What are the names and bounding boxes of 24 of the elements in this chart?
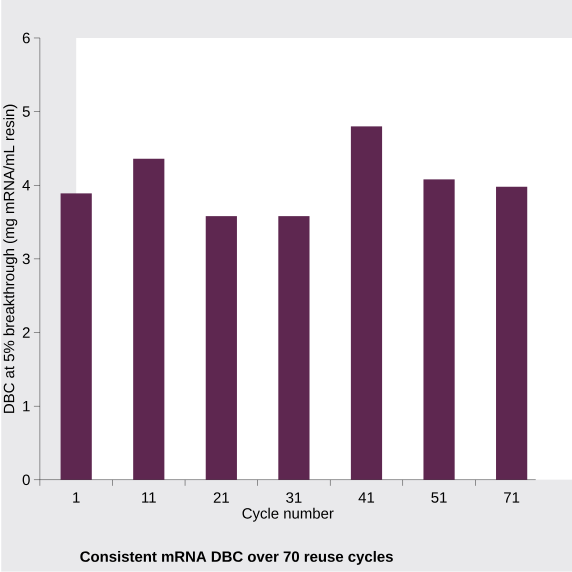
x-tick-label: 1	[73, 492, 80, 503]
x-tick-label: 31	[286, 492, 302, 503]
bar	[496, 186, 528, 480]
y-tick-label: 5	[22, 106, 30, 117]
x-tick-label: 11	[142, 492, 156, 503]
bar	[206, 216, 237, 480]
bar	[133, 158, 164, 480]
x-tick-label: 41	[358, 492, 374, 503]
y-tick-label: 0	[22, 474, 30, 486]
x-tick-label: 51	[431, 492, 447, 503]
y-tick-label: 2	[22, 327, 30, 338]
x-tick-label: 71	[504, 492, 520, 503]
bar	[350, 126, 382, 480]
y-tick-label: 1	[23, 401, 30, 412]
bar	[60, 193, 92, 480]
y-tick-label: 4	[22, 180, 30, 190]
bar	[278, 216, 310, 480]
y-tick-label: 6	[22, 32, 30, 44]
text: Consistent mRNA DBC over 70 reuse cycles	[80, 551, 393, 565]
bar	[423, 179, 455, 480]
x-tick-label: 21	[214, 492, 229, 503]
y-tick-label: 3	[22, 254, 30, 264]
x-axis-title: Cycle number	[242, 508, 334, 522]
y-axis-title: DBC at 5% breakthrough (mg mRNA/mL resin)	[3, 104, 18, 414]
